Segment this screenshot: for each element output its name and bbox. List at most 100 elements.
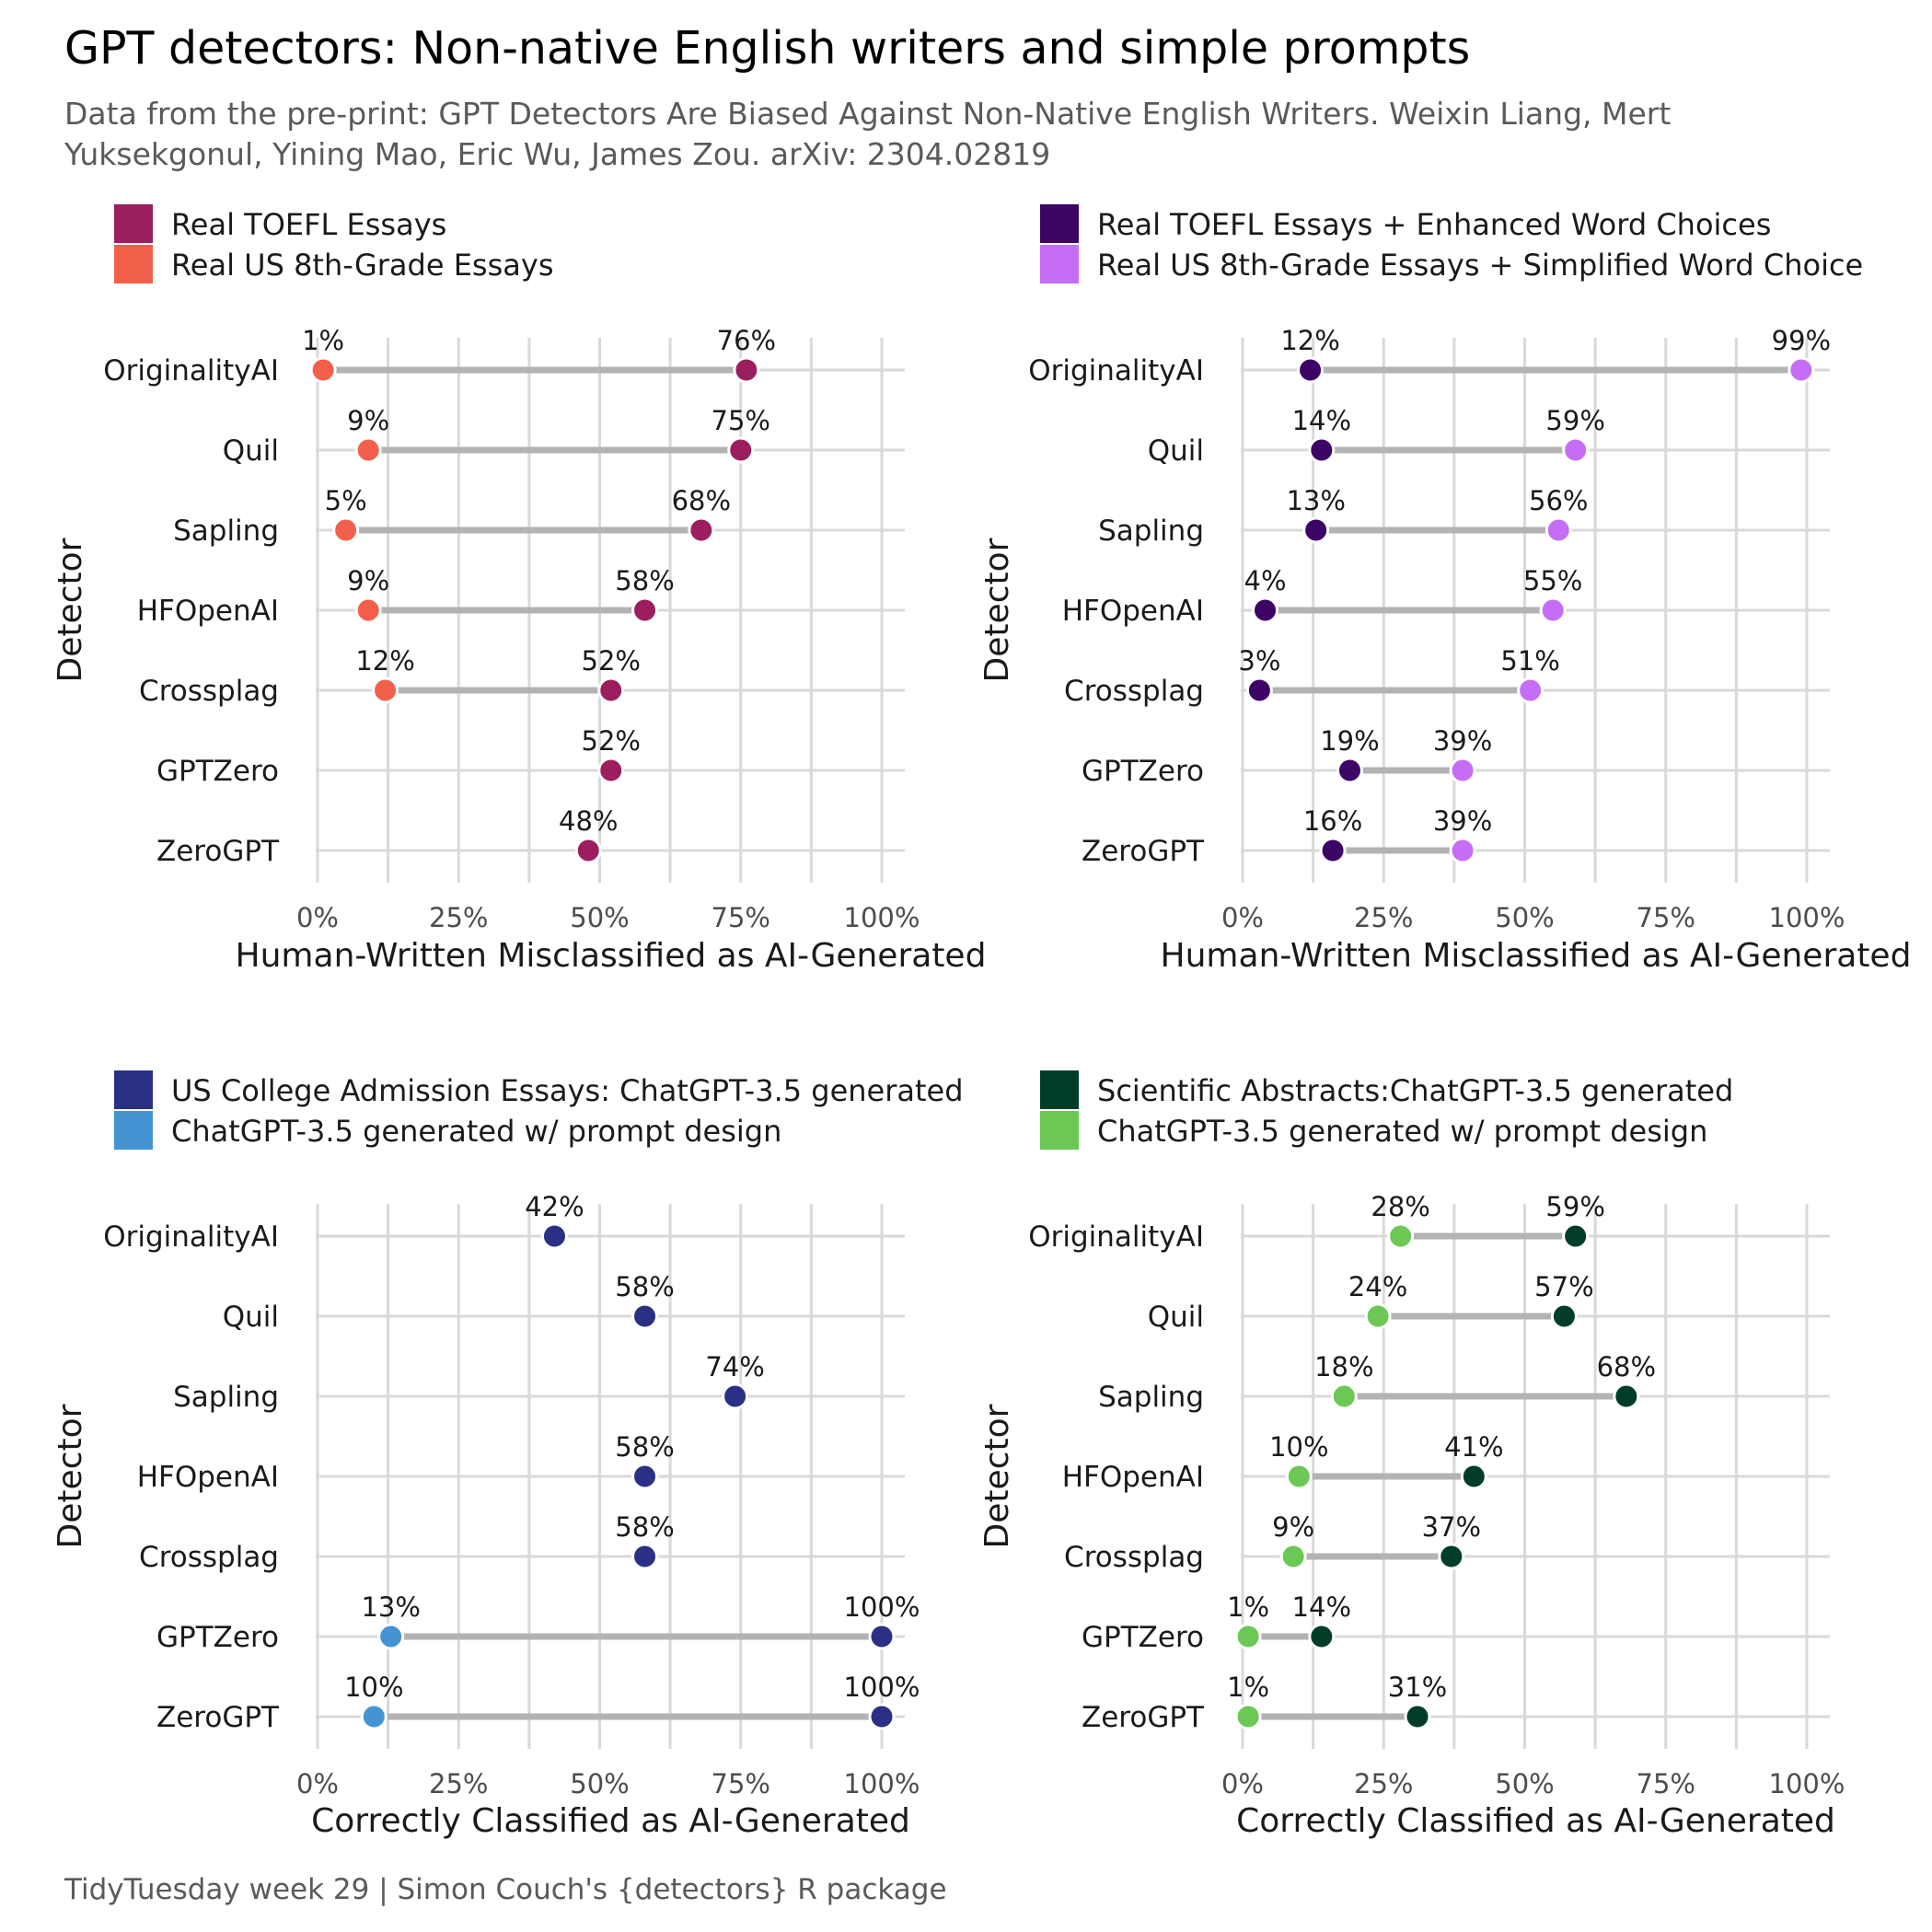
point-us-college-admission-essays-chatgpt-3-5-generated-quil [631,1302,659,1330]
x-tick-label: 0% [296,902,339,933]
x-tick-label: 50% [1495,1768,1554,1799]
y-axis-title: Detector [978,1404,1016,1548]
point-real-toefl-essays-gptzero [597,757,625,784]
point-scientific-abstracts-chatgpt-3-5-generated-quil [1550,1302,1578,1330]
data-label: 14% [1292,1591,1351,1623]
category-label-sapling: Sapling [173,515,279,548]
point-scientific-abstracts-chatgpt-3-5-generated-originalityai [1562,1222,1590,1250]
data-label: 9% [347,405,389,436]
data-label: 74% [705,1351,764,1382]
x-axis-title: Correctly Classified as AI-Generated [1236,1802,1835,1840]
category-label-hfopenai: HFOpenAI [1062,595,1204,628]
point-real-us-8th-grade-essays-simplified-word-choice-sapling [1544,516,1572,544]
point-scientific-abstracts-chatgpt-3-5-generated-gptzero [1308,1623,1336,1650]
data-label: 59% [1545,1191,1604,1222]
category-label-crossplag: Crossplag [139,1541,279,1574]
data-label: 9% [347,565,389,596]
data-label: 14% [1292,405,1351,436]
point-chatgpt-3-5-generated-w-prompt-design-originalityai [1387,1222,1415,1250]
category-label-sapling: Sapling [1098,1381,1204,1414]
point-real-toefl-essays-enhanced-word-choices-hfopenai [1252,596,1279,624]
category-label-zerogpt: ZeroGPT [156,835,280,868]
legend-label-real-toefl-essays-enhanced-word-choices: Real TOEFL Essays + Enhanced Word Choice… [1097,207,1771,242]
category-label-sapling: Sapling [173,1381,279,1414]
data-label: 52% [582,645,641,677]
data-label: 16% [1303,805,1362,837]
point-real-toefl-essays-enhanced-word-choices-originalityai [1297,356,1325,384]
x-tick-label: 50% [570,902,629,933]
category-label-hfopenai: HFOpenAI [137,1461,279,1494]
chart-panel-2: Real TOEFL Essays + Enhanced Word Choice… [978,204,1911,975]
point-us-college-admission-essays-chatgpt-3-5-generated-hfopenai [631,1463,659,1490]
point-real-us-8th-grade-essays-simplified-word-choice-gptzero [1449,757,1476,784]
data-label: 55% [1523,565,1582,596]
data-label: 37% [1422,1511,1481,1543]
legend-key-scientific-abstracts-chatgpt-3-5-generated [1040,1070,1079,1109]
data-label: 58% [615,1431,674,1463]
legend-label-scientific-abstracts-chatgpt-3-5-generated: Scientific Abstracts:ChatGPT-3.5 generat… [1097,1073,1733,1108]
point-real-toefl-essays-enhanced-word-choices-sapling [1302,516,1330,544]
x-tick-label: 75% [1637,1768,1695,1799]
legend-label-real-us-8th-grade-essays: Real US 8th-Grade Essays [171,248,553,283]
point-real-toefl-essays-enhanced-word-choices-quil [1308,436,1336,464]
data-label: 39% [1433,805,1492,837]
point-us-college-admission-essays-chatgpt-3-5-generated-originalityai [540,1222,568,1250]
category-label-hfopenai: HFOpenAI [1062,1461,1204,1494]
point-real-toefl-essays-enhanced-word-choices-zerogpt [1319,837,1347,864]
point-chatgpt-3-5-generated-w-prompt-design-crossplag [1279,1543,1307,1570]
chart-panel-4: Scientific Abstracts:ChatGPT-3.5 generat… [978,1070,1845,1840]
data-label: 10% [344,1672,403,1703]
data-label: 52% [582,725,641,757]
point-real-toefl-essays-crossplag [597,677,625,704]
category-label-originalityai: OriginalityAI [103,354,279,388]
point-us-college-admission-essays-chatgpt-3-5-generated-zerogpt [868,1703,896,1730]
data-label: 58% [615,1511,674,1543]
x-axis-title: Human-Written Misclassified as AI-Genera… [236,937,987,975]
point-real-toefl-essays-originalityai [733,356,760,384]
point-chatgpt-3-5-generated-w-prompt-design-hfopenai [1285,1463,1313,1490]
point-real-toefl-essays-enhanced-word-choices-crossplag [1245,677,1273,704]
data-label: 9% [1272,1511,1314,1543]
data-label: 100% [844,1591,920,1623]
category-label-originalityai: OriginalityAI [1028,1221,1204,1254]
data-label: 48% [559,805,618,837]
point-chatgpt-3-5-generated-w-prompt-design-quil [1364,1302,1392,1330]
point-real-us-8th-grade-essays-simplified-word-choice-zerogpt [1449,837,1476,864]
data-label: 39% [1433,725,1492,757]
data-label: 1% [1227,1591,1269,1623]
legend-label-us-college-admission-essays-chatgpt-3-5-generated: US College Admission Essays: ChatGPT-3.5… [171,1073,964,1108]
point-real-toefl-essays-zerogpt [574,837,602,864]
point-real-us-8th-grade-essays-hfopenai [354,596,382,624]
legend-label-chatgpt-3-5-generated-w-prompt-design: ChatGPT-3.5 generated w/ prompt design [171,1114,781,1149]
legend-label-real-toefl-essays: Real TOEFL Essays [171,207,446,242]
legend-label-real-us-8th-grade-essays-simplified-word-choice: Real US 8th-Grade Essays + Simplified Wo… [1097,248,1863,283]
x-axis-title: Human-Written Misclassified as AI-Genera… [1161,937,1912,975]
data-label: 3% [1238,645,1280,677]
point-chatgpt-3-5-generated-w-prompt-design-gptzero [1234,1623,1262,1650]
x-tick-label: 0% [1221,1768,1264,1799]
category-label-quil: Quil [223,434,279,468]
point-real-us-8th-grade-essays-simplified-word-choice-crossplag [1517,677,1544,704]
data-label: 68% [672,485,731,516]
legend-key-real-toefl-essays [114,204,153,243]
data-label: 57% [1534,1271,1593,1302]
chart-panel-3: US College Admission Essays: ChatGPT-3.5… [52,1070,964,1840]
legend-key-us-college-admission-essays-chatgpt-3-5-generated [114,1070,153,1109]
category-label-sapling: Sapling [1098,515,1204,548]
data-label: 4% [1244,565,1287,596]
point-real-toefl-essays-hfopenai [631,596,659,624]
x-tick-label: 25% [429,1768,488,1799]
x-tick-label: 25% [429,902,488,933]
x-tick-label: 75% [1637,902,1695,933]
data-label: 1% [302,325,344,356]
x-tick-label: 50% [1495,902,1554,933]
point-us-college-admission-essays-chatgpt-3-5-generated-gptzero [868,1623,896,1650]
category-label-hfopenai: HFOpenAI [137,595,279,628]
legend-key-chatgpt-3-5-generated-w-prompt-design [1040,1111,1079,1150]
point-us-college-admission-essays-chatgpt-3-5-generated-crossplag [631,1543,659,1570]
data-label: 28% [1371,1191,1429,1222]
point-chatgpt-3-5-generated-w-prompt-design-sapling [1330,1382,1358,1410]
data-label: 5% [325,485,367,516]
x-tick-label: 75% [711,902,770,933]
